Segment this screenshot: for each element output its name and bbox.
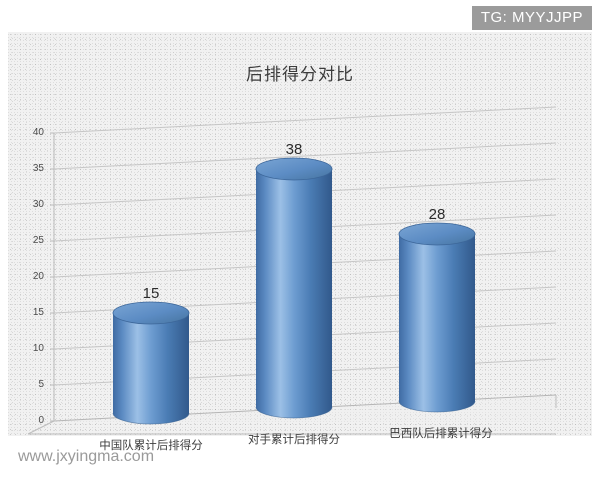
right-margin xyxy=(592,0,600,480)
y-tick-label: 30 xyxy=(32,199,44,210)
tg-watermark-badge: TG: MYYJJPP xyxy=(471,6,592,30)
plot-area: 40 35 30 25 20 15 10 5 0 15 38 28 中国队累计后… xyxy=(8,32,592,452)
bar-3 xyxy=(398,222,476,413)
y-tickmarks xyxy=(50,132,54,422)
x-axis-label: 对手累计后排得分 xyxy=(248,434,340,446)
y-tick-label: 35 xyxy=(32,163,44,174)
bar-value-label: 15 xyxy=(142,285,160,302)
x-axis-label: 巴西队后排累计得分 xyxy=(389,428,493,440)
bar-2 xyxy=(255,157,333,419)
y-tick-label: 15 xyxy=(32,307,44,318)
y-tick-label: 0 xyxy=(38,415,44,426)
left-margin xyxy=(0,0,8,480)
site-watermark: www.jxyingma.com xyxy=(18,448,155,465)
y-tick-label: 40 xyxy=(32,127,44,138)
chart-title: 后排得分对比 xyxy=(246,65,354,84)
bar-1 xyxy=(112,301,190,425)
bar-value-label: 28 xyxy=(428,206,446,223)
bar-value-label: 38 xyxy=(285,141,303,158)
x-axis-label: 中国队累计后排得分 xyxy=(99,440,203,452)
y-tick-label: 20 xyxy=(32,271,44,282)
chart-background: 后排得分对比 xyxy=(8,32,592,452)
y-tick-label: 10 xyxy=(32,343,44,354)
bottom-margin xyxy=(0,436,600,480)
plot-svg xyxy=(27,106,557,435)
y-tick-label: 5 xyxy=(38,379,44,390)
y-tick-label: 25 xyxy=(32,235,44,246)
